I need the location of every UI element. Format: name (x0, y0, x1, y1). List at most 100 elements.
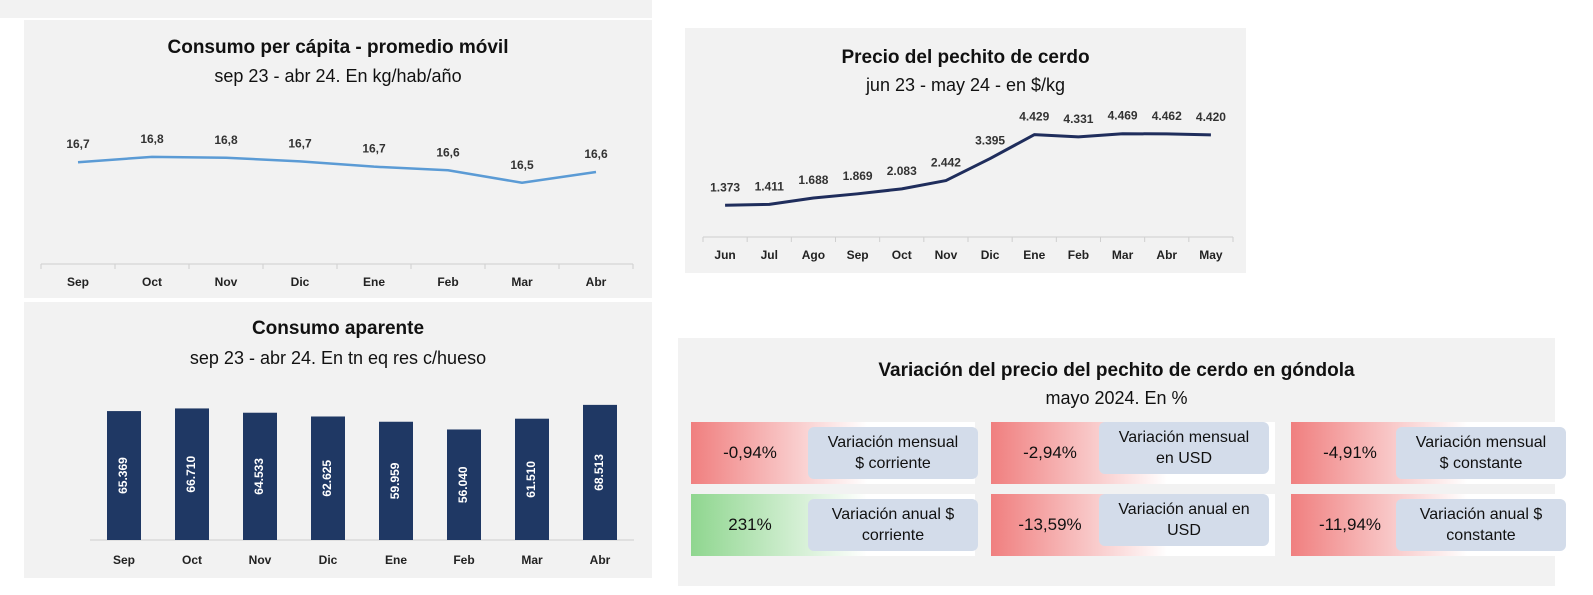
data-label: 2.083 (887, 164, 917, 178)
bar-value-label: 56.040 (456, 466, 470, 503)
x-tick-label: Oct (142, 275, 162, 289)
data-label: 3.395 (975, 134, 1005, 148)
variation-card-annual-constant: -11,94% Variación anual $ constante (1291, 494, 1575, 556)
bar (583, 404, 617, 540)
bar-value-label: 65.369 (116, 457, 130, 494)
data-label: 1.869 (843, 169, 873, 183)
variation-label: Variación mensual $ corriente (808, 427, 978, 479)
data-label: 16,8 (140, 132, 164, 146)
variation-value: 231% (728, 515, 772, 534)
bar (243, 412, 277, 540)
x-tick-label: Feb (437, 275, 458, 289)
x-tick-label: Oct (182, 553, 202, 567)
variacion-subtitle: mayo 2024. En % (1045, 388, 1188, 408)
variation-card-monthly-current: -0,94% Variación mensual $ corriente (691, 422, 978, 484)
x-tick-label: Jun (714, 248, 735, 262)
data-label: 4.420 (1196, 110, 1226, 124)
bar (107, 411, 141, 540)
bar (379, 421, 413, 540)
bar-value-label: 62.625 (320, 460, 334, 497)
data-label: 16,7 (66, 137, 90, 151)
x-tick-label: Oct (892, 248, 912, 262)
x-tick-label: Nov (935, 248, 958, 262)
bar (311, 416, 345, 540)
x-tick-label: May (1199, 248, 1223, 262)
x-tick-label: Feb (1068, 248, 1089, 262)
data-label: 16,6 (584, 147, 608, 161)
data-label: 4.429 (1019, 110, 1049, 124)
aparente-subtitle: sep 23 - abr 24. En tn eq res c/hueso (189, 348, 487, 368)
series-line (77, 155, 597, 184)
bar (447, 429, 481, 540)
bar-value-label: 68.513 (592, 454, 606, 491)
percapita-title: Consumo per cápita - promedio móvil (167, 37, 509, 58)
variacion-panel: Variación del precio del pechito de cerd… (678, 338, 1575, 586)
data-label: 16,6 (436, 145, 460, 159)
x-tick-label: Nov (215, 275, 238, 289)
precio-panel: Precio del pechito de cerdo jun 23 - may… (685, 28, 1246, 273)
x-tick-label: Mar (511, 275, 533, 289)
aparente-panel: Consumo aparente sep 23 - abr 24. En tn … (24, 302, 652, 578)
variation-label: Variación mensual $ constante (1396, 427, 1566, 479)
x-tick-label: Dic (291, 275, 310, 289)
variation-label: Variación mensual en USD (1099, 422, 1269, 474)
bar-value-label: 66.710 (184, 456, 198, 493)
series-line (725, 132, 1211, 207)
x-tick-label: Feb (453, 553, 474, 567)
variation-value: -13,59% (1018, 515, 1082, 534)
bar-value-label: 61.510 (524, 461, 538, 498)
x-tick-label: Abr (1156, 248, 1177, 262)
variation-card-annual-current: 231% Variación anual $ corriente (691, 494, 978, 556)
top-strip (0, 0, 652, 18)
variation-label: Variación anual $ corriente (808, 499, 978, 551)
x-tick-label: Ene (385, 553, 407, 567)
data-label: 4.331 (1063, 112, 1093, 126)
percapita-chart: 16,7 Sep 16,8 Oct 16,8 Nov 16,7 Dic 16,7 Ene 16,6 F… (40, 132, 634, 289)
data-label: 4.462 (1152, 109, 1182, 123)
data-label: 1.373 (710, 180, 740, 194)
bar (175, 408, 209, 540)
data-label: 16,5 (510, 158, 534, 172)
x-tick-label: Jul (761, 248, 778, 262)
x-tick-label: Dic (319, 553, 338, 567)
x-tick-label: Abr (590, 553, 611, 567)
x-tick-label: Mar (521, 553, 543, 567)
x-tick-label: Nov (249, 553, 272, 567)
data-label: 16,8 (214, 133, 238, 147)
aparente-chart: 65.369 Sep 66.710 Oct 64.533 Nov 62.625 Dic 59.9… (90, 404, 634, 567)
variation-value: -0,94% (723, 443, 777, 462)
percapita-panel: Consumo per cápita - promedio móvil sep … (24, 20, 652, 298)
data-label: 1.688 (798, 173, 828, 187)
precio-chart: 1.373 Jun 1.411 Jul 1.688 Ago 1.869 Sep 2.083 Oct… (702, 109, 1234, 262)
data-label: 2.442 (931, 156, 961, 170)
x-tick-label: Ago (802, 248, 825, 262)
variation-card-monthly-constant: -4,91% Variación mensual $ constante (1291, 422, 1575, 484)
x-tick-label: Sep (847, 248, 869, 262)
x-tick-label: Sep (67, 275, 89, 289)
variacion-title: Variación del precio del pechito de cerd… (878, 360, 1355, 381)
percapita-subtitle: sep 23 - abr 24. En kg/hab/año (214, 66, 462, 86)
data-label: 1.411 (755, 179, 785, 193)
x-tick-label: Sep (113, 553, 135, 567)
bar-value-label: 59.959 (388, 462, 402, 499)
x-tick-label: Dic (981, 248, 1000, 262)
x-tick-label: Ene (363, 275, 385, 289)
data-label: 16,7 (288, 136, 312, 150)
aparente-title: Consumo aparente (251, 318, 425, 339)
variation-label: Variación anual $ constante (1396, 499, 1566, 551)
bar (515, 418, 549, 540)
variation-value: -4,91% (1323, 443, 1377, 462)
x-tick-label: Mar (1112, 248, 1134, 262)
bar-value-label: 64.533 (252, 458, 266, 495)
variation-value: -2,94% (1023, 443, 1077, 462)
variation-card-monthly-usd: -2,94% Variación mensual en USD (991, 422, 1275, 484)
precio-title: Precio del pechito de cerdo (841, 47, 1090, 68)
precio-subtitle: jun 23 - may 24 - en $/kg (865, 75, 1066, 95)
data-label: 16,7 (362, 142, 386, 156)
variation-value: -11,94% (1318, 515, 1382, 534)
data-label: 4.469 (1108, 109, 1138, 123)
x-tick-label: Abr (586, 275, 607, 289)
x-tick-label: Ene (1023, 248, 1045, 262)
variation-label: Variación anual en USD (1099, 494, 1269, 546)
variation-card-annual-usd: -13,59% Variación anual en USD (991, 494, 1275, 556)
